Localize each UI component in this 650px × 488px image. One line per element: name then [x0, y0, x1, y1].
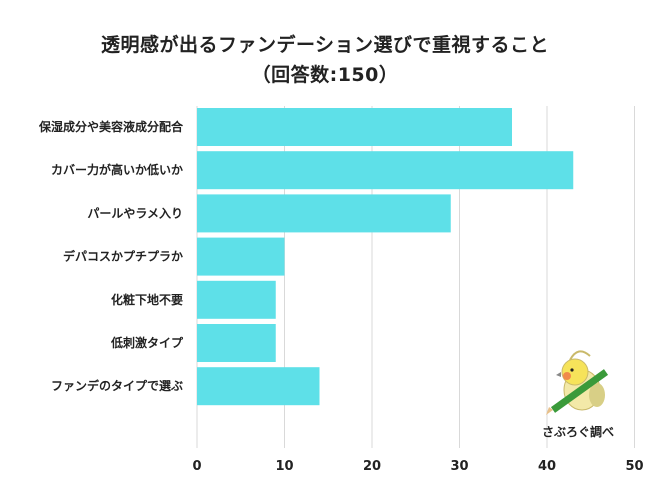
chart-subtitle: （回答数:150）	[251, 64, 399, 86]
category-label-1: カバー力が高いか低いか	[51, 162, 183, 177]
bar-3	[197, 237, 285, 276]
x-tick-label-40: 40	[538, 459, 556, 474]
sabulog-logo: さぶろぐ調べ	[542, 350, 614, 439]
category-label-3: デパコスかプチプラか	[63, 249, 183, 264]
category-label-2: パールやラメ入り	[87, 206, 183, 220]
category-label-6: ファンデのタイプで選ぶ	[51, 378, 183, 393]
x-tick-label-0: 0	[192, 459, 201, 474]
bars	[197, 108, 574, 406]
category-labels: 保湿成分や美容液成分配合カバー力が高いか低いかパールやラメ入りデパコスかプチプラ…	[38, 119, 184, 393]
x-tick-label-10: 10	[275, 459, 293, 474]
category-label-4: 化粧下地不要	[111, 292, 183, 307]
bar-4	[197, 280, 276, 319]
x-tick-label-20: 20	[363, 459, 381, 474]
category-label-0: 保湿成分や美容液成分配合	[38, 119, 184, 134]
pencil-icon	[546, 369, 609, 415]
category-label-5: 低刺激タイプ	[110, 335, 184, 350]
x-tick-label-50: 50	[625, 459, 643, 474]
bar-6	[197, 367, 320, 406]
chart-title: 透明感が出るファンデーション選びで重視すること	[100, 34, 550, 56]
bar-2	[197, 194, 451, 233]
bar-1	[197, 151, 574, 190]
x-tick-labels: 0 10 20 30 40 50	[192, 459, 643, 474]
x-tick-label-30: 30	[450, 459, 468, 474]
logo-text: さぶろぐ調べ	[542, 424, 614, 439]
bar-0	[197, 108, 512, 146]
bar-5	[197, 324, 276, 362]
